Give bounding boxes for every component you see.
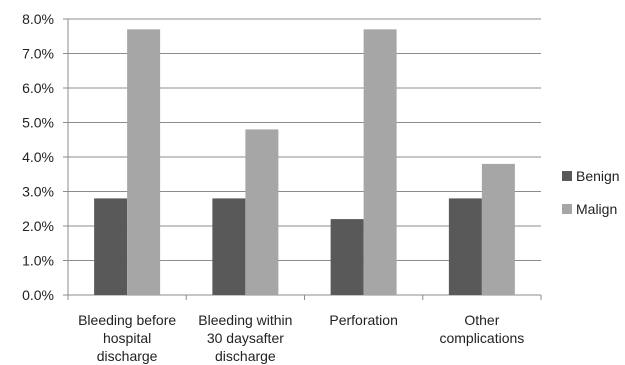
bar-benign bbox=[330, 219, 364, 295]
y-tick-label: 8.0% bbox=[22, 11, 54, 27]
y-tick-label: 1.0% bbox=[22, 253, 54, 269]
x-category-label-line: Other bbox=[464, 312, 499, 328]
y-tick-label: 2.0% bbox=[22, 218, 54, 234]
legend-swatch-malign bbox=[562, 204, 572, 214]
legend-label-benign: Benign bbox=[576, 168, 620, 184]
x-category-label: Bleeding before hospital discharge bbox=[78, 312, 176, 364]
y-tick-label: 6.0% bbox=[22, 80, 54, 96]
x-category-label-line: discharge bbox=[97, 348, 158, 364]
x-category-label-line: hospital bbox=[103, 330, 151, 346]
y-tick-label: 7.0% bbox=[22, 46, 54, 62]
x-category-label: Bleeding within 30 daysafter discharge bbox=[198, 312, 292, 364]
y-tick-label: 5.0% bbox=[22, 115, 54, 131]
y-tick-label: 0.0% bbox=[22, 287, 54, 303]
bar-benign bbox=[94, 198, 128, 295]
bar-malign bbox=[481, 163, 515, 295]
x-category-label-line: discharge bbox=[215, 348, 276, 364]
x-category-label: Perforation bbox=[329, 312, 397, 328]
x-category-label: Other complications bbox=[439, 312, 524, 346]
y-tick-label: 4.0% bbox=[22, 149, 54, 165]
x-category-label-line: Bleeding within bbox=[198, 312, 292, 328]
bar-malign bbox=[127, 29, 161, 295]
bar-benign bbox=[212, 198, 246, 295]
legend-swatch-benign bbox=[562, 171, 572, 181]
y-tick-label: 3.0% bbox=[22, 184, 54, 200]
x-category-label-line: Bleeding before bbox=[78, 312, 176, 328]
x-category-label-line: Perforation bbox=[329, 312, 397, 328]
bar-benign bbox=[448, 198, 482, 295]
bar-malign bbox=[363, 29, 397, 295]
bar-malign bbox=[245, 129, 279, 295]
x-category-label-line: complications bbox=[439, 330, 524, 346]
x-category-label-line: 30 daysafter bbox=[207, 330, 284, 346]
legend-label-malign: Malign bbox=[576, 201, 617, 217]
